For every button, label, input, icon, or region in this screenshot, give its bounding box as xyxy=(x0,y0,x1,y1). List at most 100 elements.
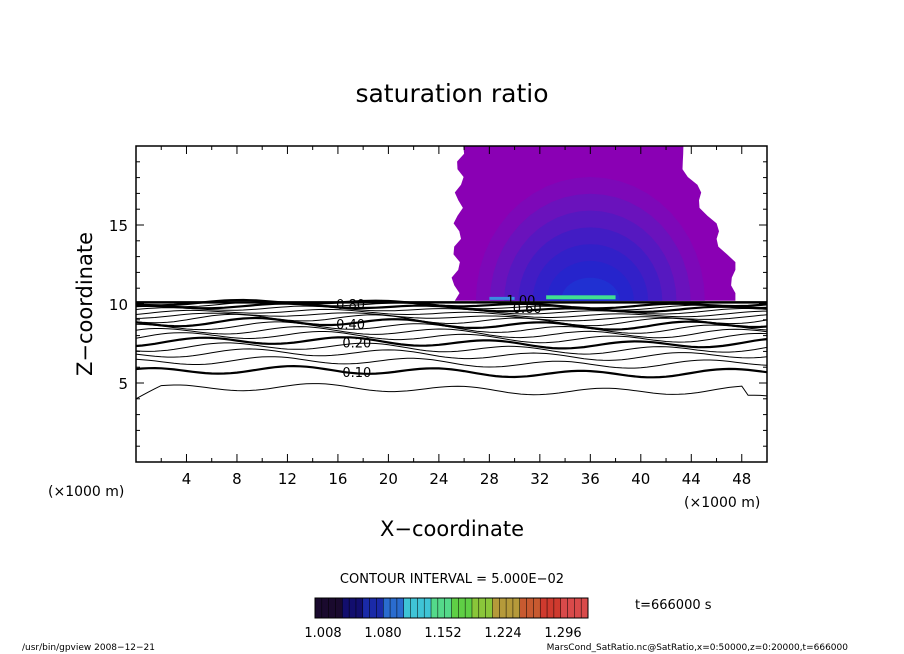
contour-line xyxy=(135,316,768,331)
colorbar-tick-label: 1.080 xyxy=(364,626,401,641)
colorbar-tick-labels: 1.008 1.080 1.152 1.224 1.296 xyxy=(304,626,581,641)
colorbar-segment xyxy=(444,598,452,618)
x-tick-label: 32 xyxy=(530,470,549,488)
colorbar-segment xyxy=(437,598,446,618)
colorbar-segment xyxy=(547,598,555,618)
colorbar-segment xyxy=(376,598,384,618)
contour-line xyxy=(135,331,768,344)
colorbar-segment xyxy=(519,598,528,618)
contour-line xyxy=(135,383,768,400)
colorbar-segment xyxy=(328,598,336,618)
colorbar-segment xyxy=(342,598,350,618)
colorbar-segment xyxy=(540,598,548,618)
colorbar-segment xyxy=(533,598,541,618)
colorbar-tick-label: 1.224 xyxy=(484,626,521,641)
x-tick-label: 28 xyxy=(480,470,499,488)
colorbar-segment xyxy=(315,598,323,618)
colorbar-segment xyxy=(574,598,582,618)
colorbar-segment xyxy=(349,598,357,618)
colorbar-segment xyxy=(424,598,432,618)
x-tick-label: 16 xyxy=(328,470,347,488)
contour-line xyxy=(135,364,768,379)
colorbar-frame xyxy=(314,597,589,619)
y-axis-ticks: 5 10 15 xyxy=(109,161,767,447)
colorbar-segment xyxy=(417,598,425,618)
colorbar-segment xyxy=(362,598,371,618)
colorbar-segment xyxy=(335,598,343,618)
chart-title: saturation ratio xyxy=(355,79,548,108)
colorbar xyxy=(314,597,589,619)
colorbar-segment xyxy=(458,598,466,618)
contour-label: 0.40 xyxy=(336,318,365,333)
colorbar-segment xyxy=(506,598,514,618)
colorbar-segment xyxy=(581,598,589,618)
colorbar-segment xyxy=(471,598,480,618)
contour-line xyxy=(135,305,768,315)
contour-interval-label: CONTOUR INTERVAL = 5.000E−02 xyxy=(340,572,564,587)
y-tick-label: 10 xyxy=(109,296,128,314)
colorbar-segment xyxy=(485,598,493,618)
x-tick-label: 40 xyxy=(631,470,650,488)
colorbar-segment xyxy=(431,598,439,618)
x-tick-label: 12 xyxy=(278,470,297,488)
colorbar-segment xyxy=(383,598,391,618)
footer-right: MarsCond_SatRatio.nc@SatRatio,x=0:50000,… xyxy=(547,643,849,653)
plume-base-high xyxy=(546,295,616,300)
contour-label: 0.10 xyxy=(342,366,371,381)
colorbar-segment xyxy=(321,598,330,618)
colorbar-segment xyxy=(512,598,521,618)
contour-line xyxy=(135,342,768,355)
x-tick-label: 4 xyxy=(182,470,192,488)
colorbar-segment xyxy=(355,598,364,618)
supersaturation-fill xyxy=(451,146,736,301)
x-tick-label: 36 xyxy=(581,470,600,488)
colorbar-segment xyxy=(567,598,575,618)
contour-line xyxy=(135,298,768,310)
x-axis-label: X−coordinate xyxy=(380,517,524,541)
colorbar-segment xyxy=(451,598,459,618)
plume-fill-level-7 xyxy=(561,277,620,301)
x-axis-ticks: 4 8 12 16 20 24 28 32 36 40 44 48 xyxy=(160,146,768,488)
colorbar-segment xyxy=(403,598,412,618)
colorbar-segment xyxy=(478,598,487,618)
x-tick-label: 48 xyxy=(732,470,751,488)
contour-label: 0.80 xyxy=(336,298,365,313)
contour-line xyxy=(135,326,768,339)
contour-lines xyxy=(135,298,768,400)
contour-line xyxy=(135,356,768,369)
contour-line xyxy=(135,348,768,361)
plot-area: 0.10 0.20 0.40 0.60 0.80 1.00 xyxy=(135,145,768,463)
y-axis-label: Z−coordinate xyxy=(73,232,97,376)
x-tick-label: 20 xyxy=(379,470,398,488)
y-tick-label: 5 xyxy=(118,375,128,393)
colorbar-segment xyxy=(369,598,377,618)
contour-line xyxy=(135,308,768,318)
colorbar-segment xyxy=(492,598,500,618)
contour-label: 0.20 xyxy=(342,337,371,352)
colorbar-tick-label: 1.008 xyxy=(304,626,341,641)
time-label: t=666000 s xyxy=(635,598,712,613)
contour-labels: 0.10 0.20 0.40 0.60 0.80 1.00 xyxy=(336,294,542,381)
colorbar-segment xyxy=(553,598,562,618)
contour-line xyxy=(135,336,768,350)
colorbar-tick-label: 1.152 xyxy=(424,626,461,641)
x-tick-label: 44 xyxy=(682,470,701,488)
contour-label: 1.00 xyxy=(506,294,535,309)
footer-left: /usr/bin/gpview 2008−12−21 xyxy=(22,643,155,653)
colorbar-segment xyxy=(526,598,534,618)
contour-line xyxy=(135,312,768,322)
x-tick-label: 8 xyxy=(232,470,242,488)
contour-label: 0.60 xyxy=(513,302,542,317)
x-unit-right: (×1000 m) xyxy=(684,495,760,511)
x-unit-left: (×1000 m) xyxy=(48,484,124,500)
colorbar-segment xyxy=(410,598,418,618)
plume-base-mid xyxy=(489,296,515,300)
colorbar-segment xyxy=(390,598,398,618)
x-tick-label: 24 xyxy=(429,470,448,488)
colorbar-segment xyxy=(560,598,569,618)
colorbar-segment xyxy=(465,598,473,618)
colorbar-segment xyxy=(396,598,405,618)
y-tick-label: 15 xyxy=(109,217,128,235)
colorbar-segment xyxy=(499,598,507,618)
